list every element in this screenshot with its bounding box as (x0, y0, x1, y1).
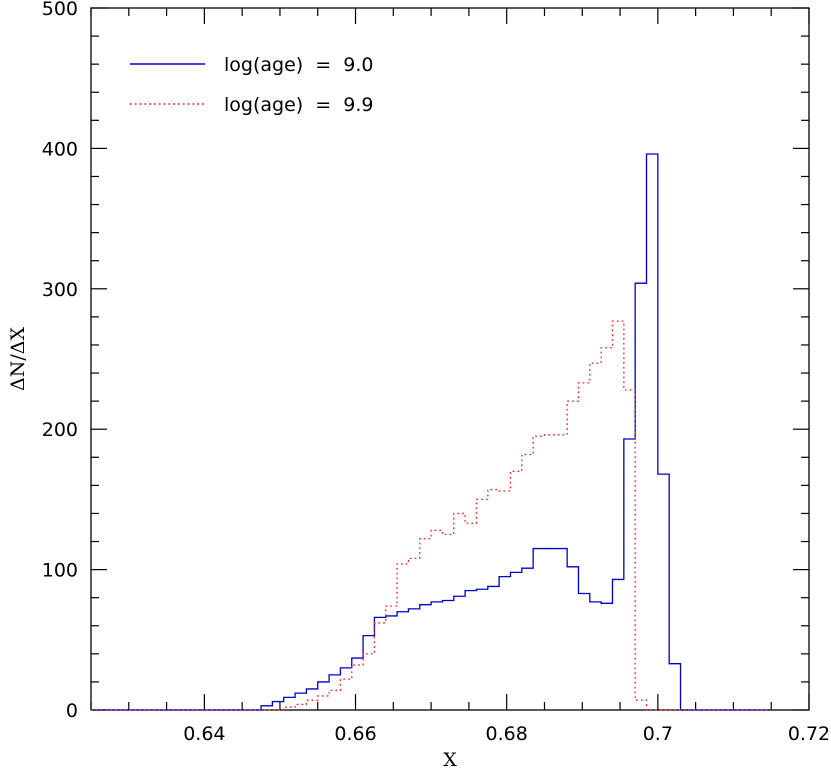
x-tick-label: 0.68 (486, 723, 528, 745)
y-tick-label: 0 (66, 700, 78, 722)
series-layer (91, 153, 772, 711)
legend-label-1: log(age) = 9.0 (224, 54, 373, 76)
legend-label-2: log(age) = 9.9 (224, 94, 373, 116)
x-tick-label: 0.64 (183, 723, 225, 745)
x-tick-label: 0.7 (643, 723, 673, 745)
plot-frame (90, 7, 810, 711)
series-line-1 (91, 153, 772, 711)
axis-ticks (90, 7, 810, 711)
y-tick-label: 500 (42, 0, 78, 20)
y-tick-label: 100 (42, 560, 78, 582)
legend: log(age) = 9.0 log(age) = 9.9 (130, 54, 373, 116)
axis-tick-labels: 0.64 0.66 0.68 0.7 0.72 0 100 200 300 400 500 (42, 0, 830, 745)
x-tick-label: 0.72 (788, 723, 830, 745)
x-tick-label: 0.66 (334, 723, 376, 745)
x-axis-title: X (443, 749, 457, 768)
y-tick-label: 400 (42, 138, 78, 160)
y-tick-label: 300 (42, 279, 78, 301)
y-tick-label: 200 (42, 419, 78, 441)
y-axis-title: ΔN/ΔX (7, 327, 29, 391)
